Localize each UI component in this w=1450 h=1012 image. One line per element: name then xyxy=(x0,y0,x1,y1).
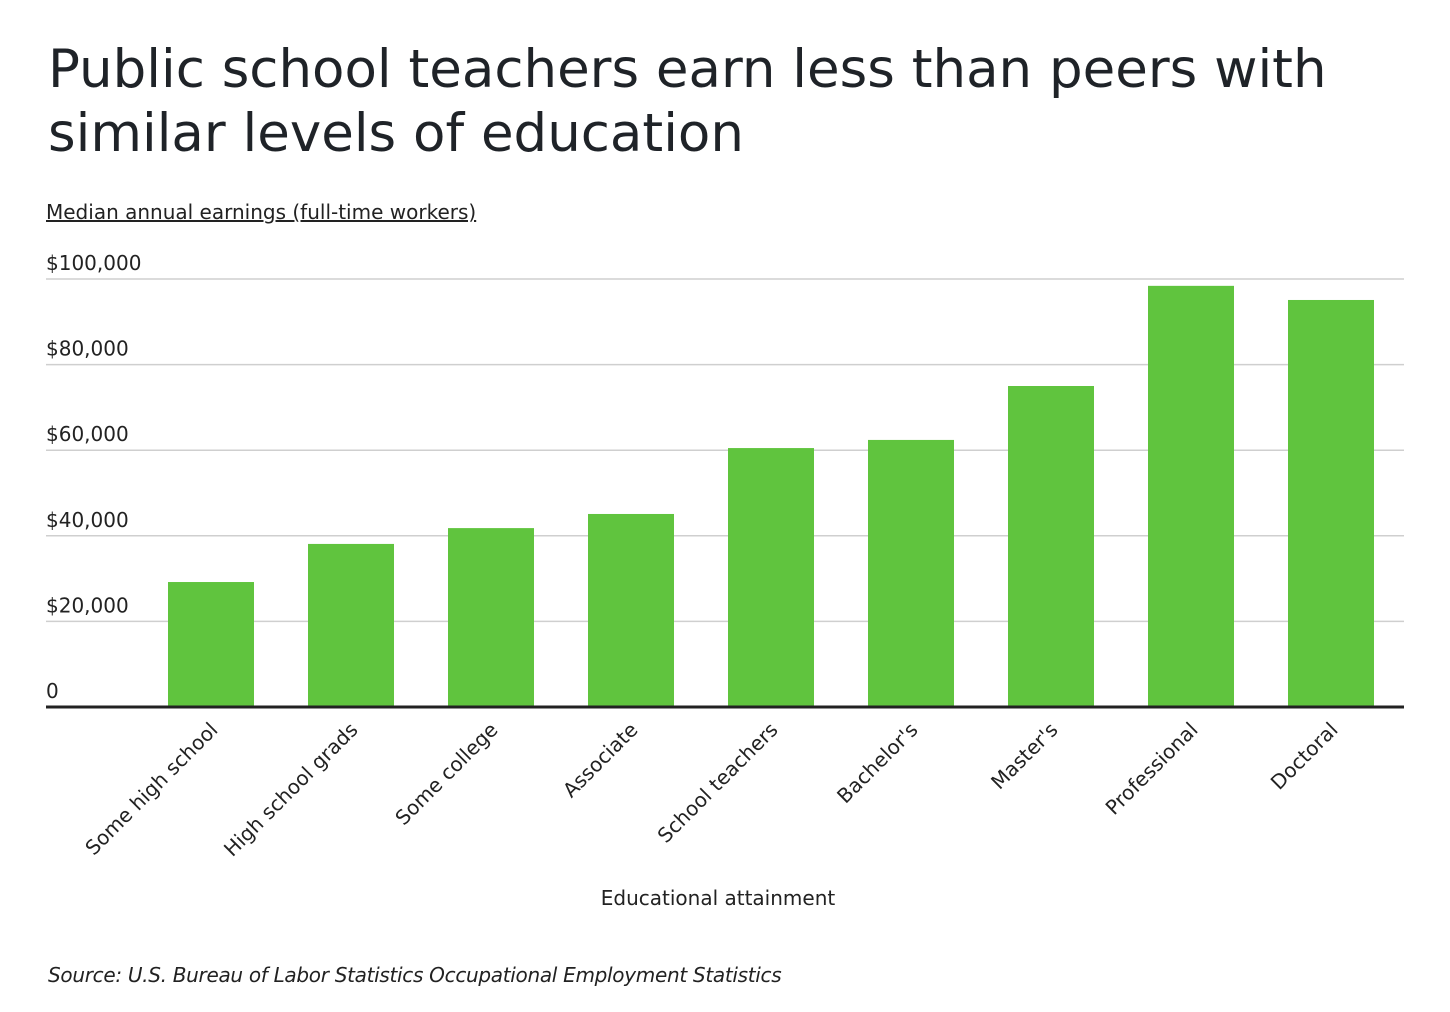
x-tick-label: Master's xyxy=(986,718,1063,795)
x-tick-label: School teachers xyxy=(653,718,783,848)
chart: Educational attainment 0 $20,000 $40,000 $6… xyxy=(46,251,1404,910)
x-tick-label: Some college xyxy=(390,718,502,830)
y-tick-label: $20,000 xyxy=(46,593,129,617)
x-axis-title: Educational attainment xyxy=(601,886,836,910)
bar xyxy=(728,448,814,707)
bar xyxy=(1008,386,1094,707)
y-tick-label: $80,000 xyxy=(46,337,129,361)
source-note: Source: U.S. Bureau of Labor Statistics … xyxy=(48,963,782,987)
bar xyxy=(448,528,534,707)
y-tick-label: $40,000 xyxy=(46,508,129,532)
bar xyxy=(1288,299,1374,707)
bar xyxy=(308,543,394,707)
x-tick-label: Bachelor's xyxy=(832,718,922,808)
x-tick-label: High school grads xyxy=(219,718,363,862)
y-tick-label: 0 xyxy=(46,679,59,703)
x-tick-label: Professional xyxy=(1101,718,1203,820)
bar xyxy=(588,513,674,707)
x-tick-label: Associate xyxy=(558,718,643,803)
y-tick-label: $60,000 xyxy=(46,422,129,446)
bar xyxy=(168,582,254,707)
y-tick-label: $100,000 xyxy=(46,251,141,275)
x-tick-label: Some high school xyxy=(80,718,222,860)
bar xyxy=(868,439,954,707)
x-tick-label: Doctoral xyxy=(1266,718,1343,795)
chart-title: Public school teachers earn less than pe… xyxy=(48,39,1327,164)
y-axis-title: Median annual earnings (full-time worker… xyxy=(46,200,477,224)
bar xyxy=(1148,285,1234,707)
